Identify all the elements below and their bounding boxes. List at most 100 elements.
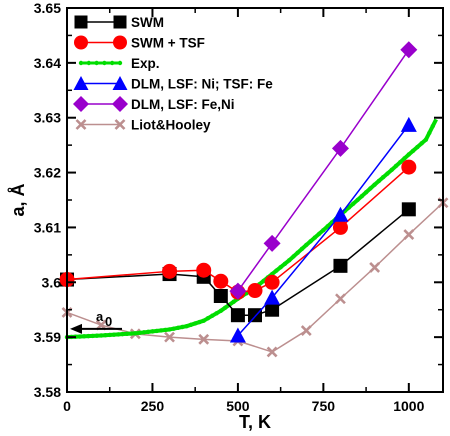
data-point xyxy=(107,332,112,338)
data-point xyxy=(274,268,279,273)
data-point xyxy=(231,299,236,304)
y-tick-label: 3.64 xyxy=(34,55,61,71)
data-point xyxy=(300,325,312,336)
data-point xyxy=(265,302,280,317)
x-tick-label: 1000 xyxy=(393,398,424,414)
data-point xyxy=(291,254,296,259)
data-point xyxy=(359,193,365,199)
data-point xyxy=(213,289,228,303)
data-point xyxy=(295,250,300,255)
data-point xyxy=(264,289,281,305)
series-line xyxy=(237,49,410,292)
data-point xyxy=(198,333,210,345)
data-point xyxy=(210,313,215,318)
data-point xyxy=(332,206,349,222)
data-point xyxy=(128,331,134,336)
data-point xyxy=(98,333,104,338)
plot-background xyxy=(67,8,443,392)
y-tick-label: 3.61 xyxy=(34,219,61,235)
data-point xyxy=(304,242,309,248)
data-point xyxy=(162,263,178,279)
data-point xyxy=(325,224,330,229)
data-point xyxy=(103,333,108,338)
data-point xyxy=(141,330,147,335)
legend-marker xyxy=(112,76,128,90)
data-point xyxy=(401,159,417,175)
series-group xyxy=(59,41,449,358)
series-line xyxy=(237,124,410,336)
data-point xyxy=(403,229,415,240)
data-point xyxy=(363,190,369,195)
series-dlm-lsf-fe-ni xyxy=(229,41,418,300)
y-tick-label: 3.62 xyxy=(34,165,61,181)
legend-marker xyxy=(73,76,89,90)
data-point xyxy=(355,197,360,203)
data-point xyxy=(389,167,394,173)
data-point xyxy=(368,186,373,191)
legend-marker xyxy=(113,15,127,29)
data-point xyxy=(410,148,416,153)
y-axis-title: a, Å xyxy=(8,183,28,216)
data-point xyxy=(111,332,117,337)
data-point xyxy=(312,235,318,240)
data-point xyxy=(278,265,283,270)
legend-marker xyxy=(74,35,88,50)
data-point xyxy=(175,325,181,331)
data-point xyxy=(369,262,381,273)
data-point xyxy=(197,319,202,325)
data-point xyxy=(158,328,164,333)
data-point xyxy=(402,156,407,161)
data-point xyxy=(229,327,246,343)
data-point xyxy=(385,171,390,176)
data-point xyxy=(90,333,95,339)
data-point xyxy=(150,329,155,334)
legend: SWM SWM + TSF Exp. DLM, LSF: Ni; TSF: Fe DLM… xyxy=(73,15,273,133)
data-point xyxy=(331,139,349,157)
data-point xyxy=(77,334,83,339)
data-point xyxy=(351,201,356,206)
data-point xyxy=(86,333,91,339)
legend-item-dlm-lsf-fe-ni: DLM, LSF: Fe,Ni xyxy=(73,96,235,112)
data-point xyxy=(335,293,346,305)
data-point xyxy=(308,239,313,244)
data-point xyxy=(116,332,121,337)
data-point xyxy=(94,333,100,338)
y-tick-label: 3.58 xyxy=(34,384,61,400)
legend-marker xyxy=(74,15,88,29)
data-point xyxy=(167,327,172,332)
x-tick-label: 750 xyxy=(312,398,336,414)
data-point xyxy=(124,331,130,337)
data-point xyxy=(264,274,280,290)
x-tick-label: 0 xyxy=(63,398,71,414)
legend-marker xyxy=(78,60,84,66)
data-point xyxy=(205,316,211,321)
data-point xyxy=(380,175,386,180)
data-point xyxy=(218,308,224,314)
annotation-label: a xyxy=(96,309,104,324)
data-point xyxy=(222,305,228,310)
data-point xyxy=(229,282,247,300)
data-point xyxy=(213,273,229,289)
legend-marker xyxy=(112,96,128,112)
data-point xyxy=(372,182,377,187)
data-point xyxy=(164,331,175,343)
legend-marker xyxy=(75,119,87,130)
data-point xyxy=(376,178,382,184)
legend-item-liot-hooley: Liot&Hooley xyxy=(75,118,211,133)
legend-marker xyxy=(86,60,92,66)
axes: 0 250 500 750 1000 3.58 3.59 3.6 3.61 3.62 3.63 3.6… xyxy=(8,0,444,432)
data-point xyxy=(120,331,125,337)
data-point xyxy=(393,163,399,169)
data-point xyxy=(398,159,403,165)
data-point xyxy=(401,202,416,217)
data-point xyxy=(180,324,185,330)
data-point xyxy=(400,41,418,59)
legend-marker xyxy=(94,60,99,66)
data-point xyxy=(184,323,189,329)
data-point xyxy=(192,321,198,326)
data-point xyxy=(81,334,87,339)
legend-label: DLM, LSF: Fe,Ni xyxy=(131,97,235,112)
data-point xyxy=(400,116,417,132)
